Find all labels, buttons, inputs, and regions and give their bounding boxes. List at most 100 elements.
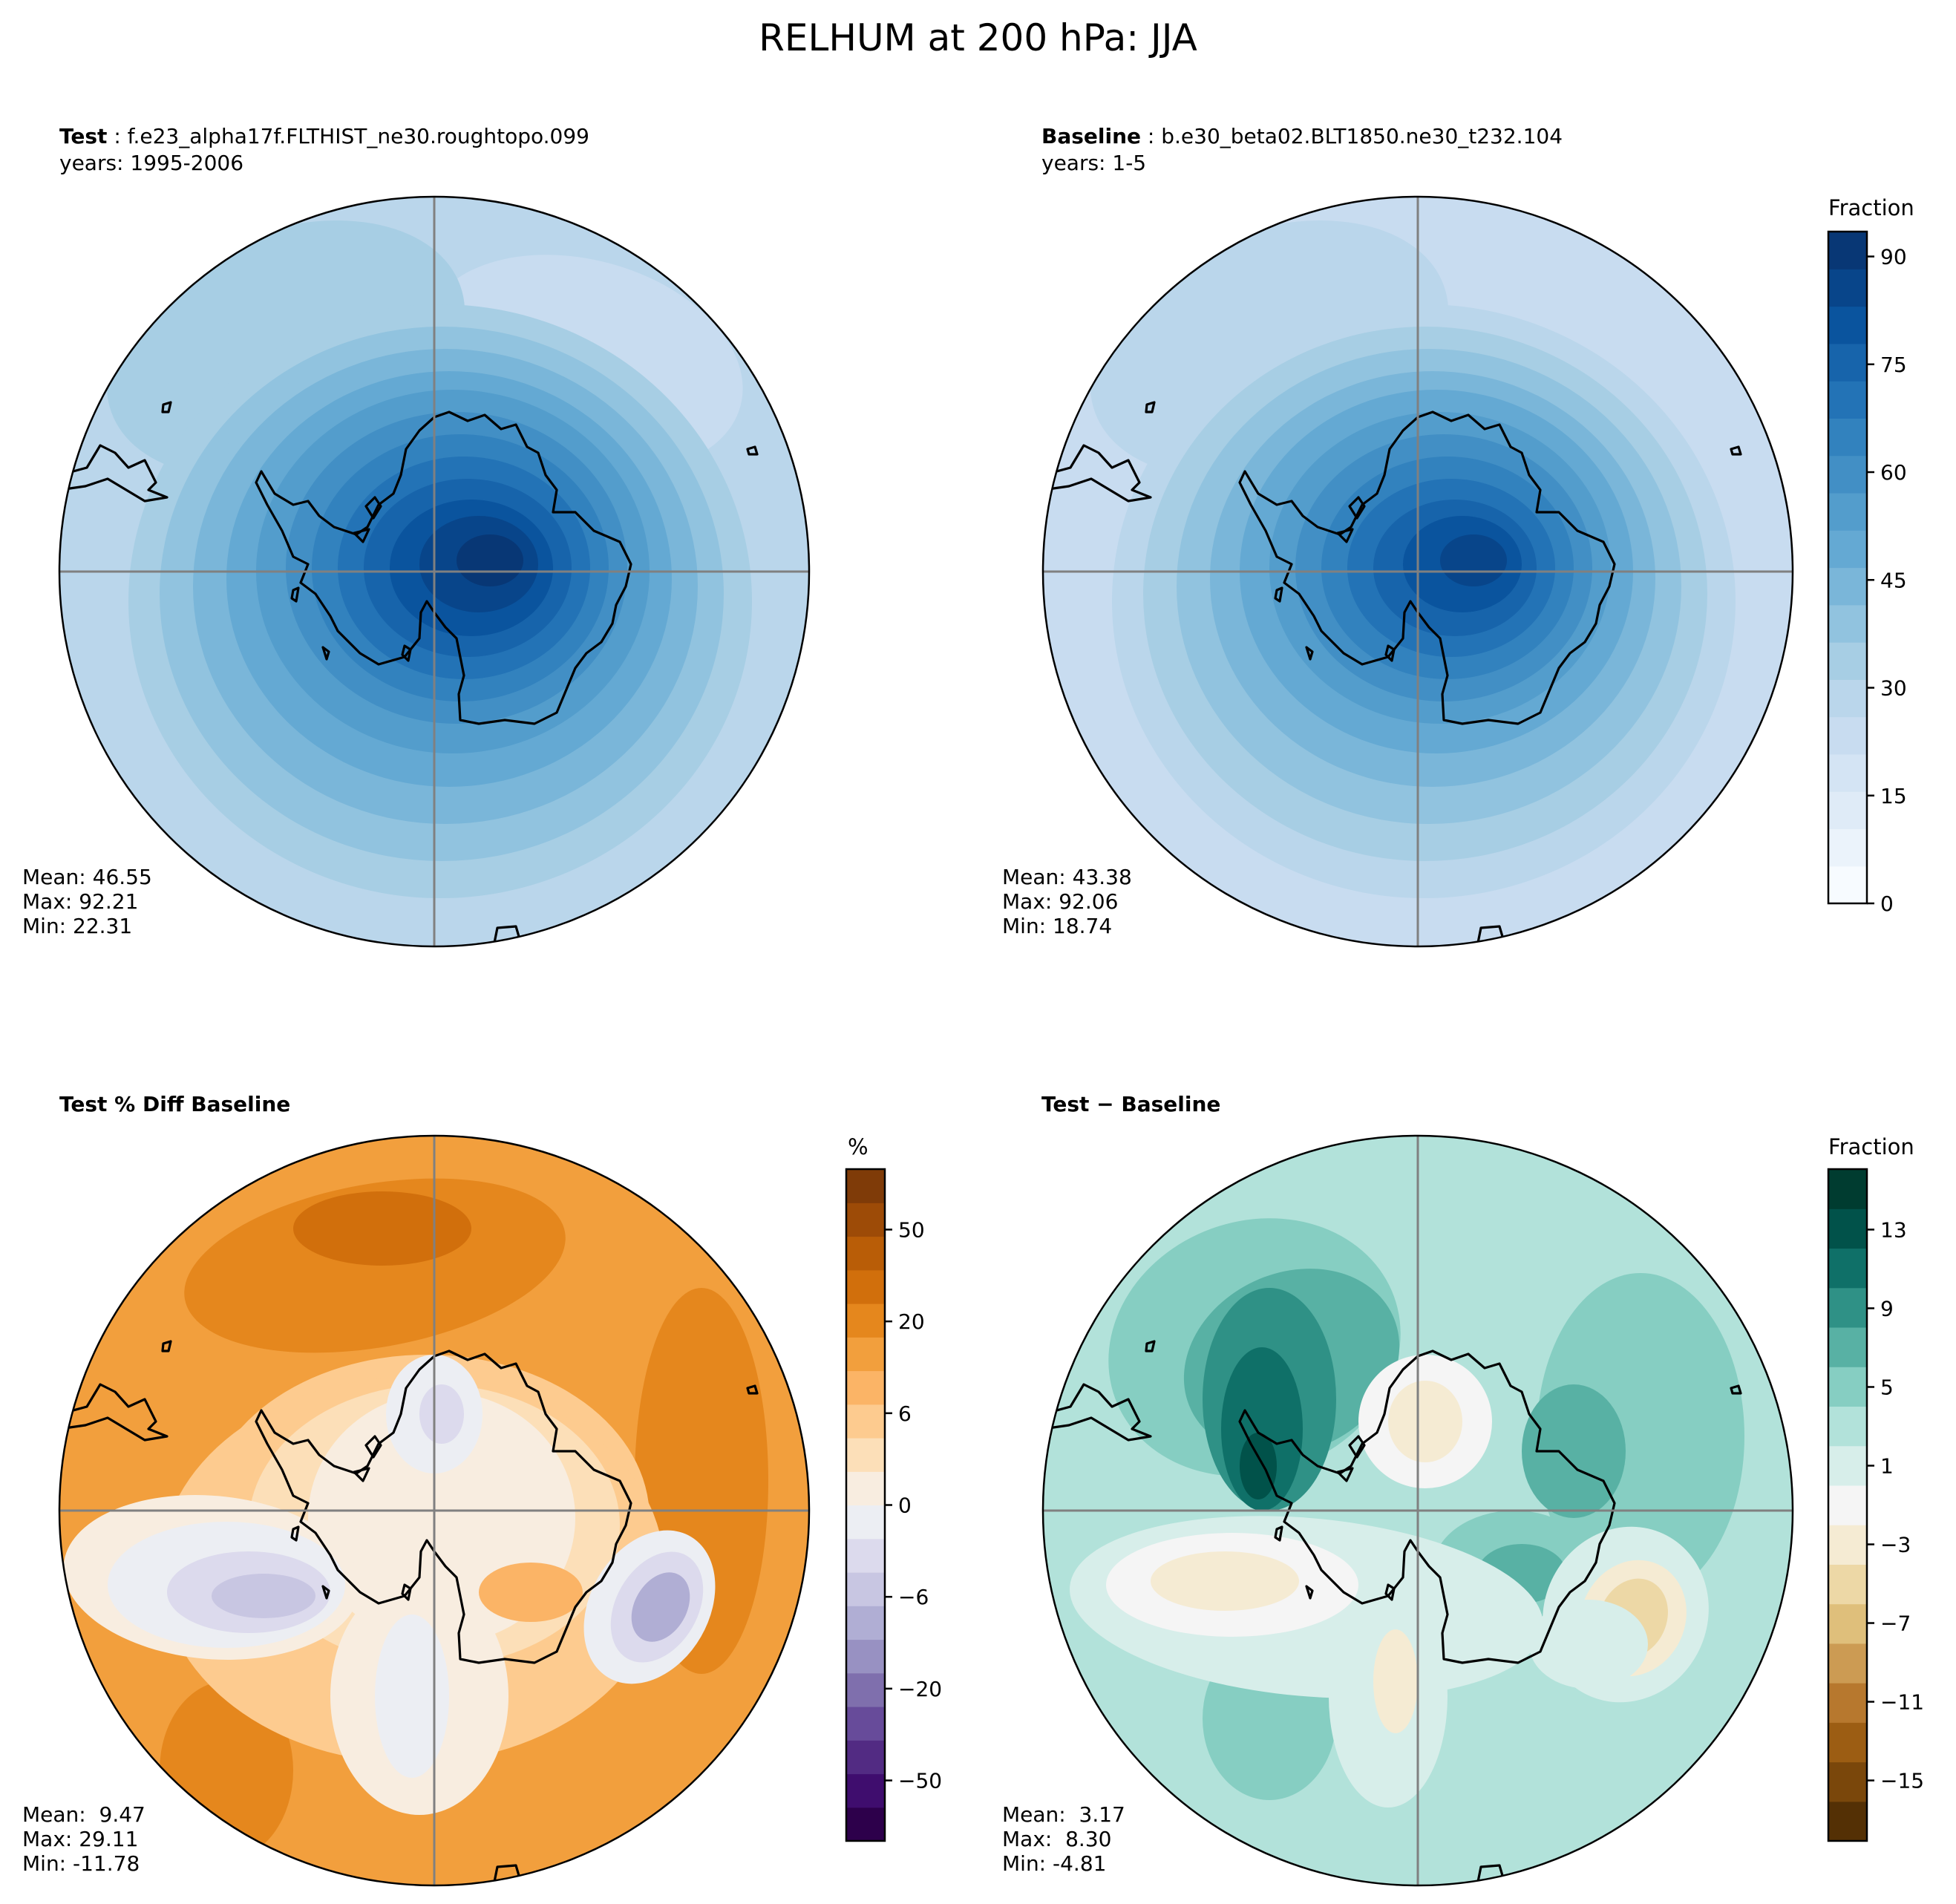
diff-contour-13 <box>1151 1551 1299 1611</box>
baseline-years: years: 1-5 <box>1041 151 1147 175</box>
diff-max: Max: 8.30 <box>1002 1827 1112 1851</box>
pctdiff-swatch-15 <box>846 1303 885 1338</box>
pctdiff-contour-15 <box>419 1384 464 1444</box>
diff-swatch-2 <box>1828 1722 1867 1763</box>
pctdiff-swatch-9 <box>846 1505 885 1540</box>
pctdiff-contour-2 <box>293 1191 471 1266</box>
diff-swatch-4 <box>1828 1643 1867 1684</box>
diff-contour-7 <box>1240 1433 1277 1499</box>
pctdiff-swatch-10 <box>846 1471 885 1506</box>
fields-swatch-6 <box>1828 642 1867 680</box>
diff-swatch-11 <box>1828 1367 1867 1407</box>
fields-swatch-14 <box>1828 343 1867 382</box>
pctdiff-swatch-19 <box>846 1169 885 1203</box>
pctdiff-tick-label-3: 0 <box>898 1494 912 1518</box>
fields-frame <box>1827 230 1868 905</box>
fields-tick-label-2: 30 <box>1880 676 1907 701</box>
baseline-mean: Mean: 43.38 <box>1002 865 1132 889</box>
diff-swatch-16 <box>1828 1169 1867 1209</box>
pctdiff-mean: Mean: 9.47 <box>22 1802 145 1827</box>
test-boundary <box>58 195 811 948</box>
fields-swatch-3 <box>1828 753 1867 792</box>
pctdiff-stats: Mean: 9.47 Max: 29.11 Min: -11.78 <box>22 1802 145 1876</box>
fields-swatch-7 <box>1828 604 1867 643</box>
diff-tick-label-0: 13 <box>1880 1217 1907 1242</box>
diff-swatch-13 <box>1828 1287 1867 1328</box>
diff-swatch-7 <box>1828 1525 1867 1565</box>
fields-swatch-17 <box>1828 232 1867 269</box>
diff-map <box>1041 1134 1794 1887</box>
pctdiff-max: Max: 29.11 <box>22 1827 139 1851</box>
diff-swatch-8 <box>1828 1485 1867 1525</box>
diff-swatch-6 <box>1828 1564 1867 1605</box>
fields-swatch-8 <box>1828 567 1867 606</box>
test-map <box>58 195 811 948</box>
pctdiff-tick-label-6: −50 <box>898 1769 942 1793</box>
test-stats: Mean: 46.55 Max: 92.21 Min: 22.31 <box>22 865 152 938</box>
fields-swatch-1 <box>1828 828 1867 867</box>
fields-swatch-15 <box>1828 306 1867 344</box>
pctdiff-swatch-11 <box>846 1438 885 1472</box>
diff-contour-17 <box>1388 1381 1462 1462</box>
fields-swatch-5 <box>1828 679 1867 718</box>
fields-tick-label-6: 90 <box>1880 245 1907 269</box>
fields-swatch-2 <box>1828 791 1867 830</box>
diff-swatch-3 <box>1828 1683 1867 1723</box>
diff-tick-label-2: 5 <box>1880 1375 1894 1399</box>
test-contour-14 <box>457 534 523 586</box>
pctdiff-swatch-12 <box>846 1404 885 1439</box>
pctdiff-map <box>58 1134 811 1887</box>
test-max: Max: 92.21 <box>22 889 139 914</box>
pctdiff-swatch-7 <box>846 1572 885 1606</box>
baseline-contour-14 <box>1440 534 1507 586</box>
diff-panel-title: Test − Baseline <box>1041 1091 1220 1118</box>
diff-swatch-14 <box>1828 1248 1867 1289</box>
pctdiff-tick-label-2: 6 <box>898 1401 912 1426</box>
diff-tick-label-6: −11 <box>1880 1690 1924 1715</box>
test-case-name: f.e23_alpha17f.FLTHIST_ne30.roughtopo.09… <box>127 124 589 148</box>
fields-swatch-4 <box>1828 716 1867 755</box>
pctdiff-tick-label-5: −20 <box>898 1677 942 1701</box>
pctdiff-swatch-14 <box>846 1337 885 1372</box>
diff-tick-label-5: −7 <box>1880 1612 1911 1636</box>
fields-swatch-13 <box>1828 381 1867 419</box>
diff-tick-label-3: 1 <box>1880 1453 1894 1478</box>
pctdiff-swatch-1 <box>846 1773 885 1808</box>
pctdiff-boundary <box>58 1134 811 1887</box>
pctdiff-contour-16 <box>375 1615 449 1778</box>
diff-colorbar: 13 9 5 1 −3 −7 −11 −15 <box>1827 1168 1924 1842</box>
baseline-panel-title: Baseline : b.e30_beta02.BLT1850.ne30_t23… <box>1041 123 1563 177</box>
fields-swatch-16 <box>1828 269 1867 307</box>
pctdiff-swatch-0 <box>846 1807 885 1842</box>
test-mean: Mean: 46.55 <box>22 865 152 889</box>
diff-swatch-12 <box>1828 1326 1867 1367</box>
fields-tick-label-0: 0 <box>1880 892 1894 916</box>
diff-stats: Mean: 3.17 Max: 8.30 Min: -4.81 <box>1002 1802 1125 1876</box>
pctdiff-tick-label-1: 20 <box>898 1309 925 1334</box>
fields-tick-label-5: 75 <box>1880 353 1907 377</box>
pctdiff-swatch-5 <box>846 1639 885 1674</box>
fields-tick-label-1: 15 <box>1880 784 1907 808</box>
fields-tick-label-4: 60 <box>1880 460 1907 485</box>
pctdiff-label: Test % Diff Baseline <box>59 1092 291 1116</box>
test-label: Test <box>59 124 108 148</box>
test-panel-title: Test : f.e23_alpha17f.FLTHIST_ne30.rough… <box>59 123 589 177</box>
pctdiff-contour-19 <box>631 1572 690 1642</box>
pctdiff-swatch-4 <box>846 1672 885 1707</box>
test-years: years: 1995-2006 <box>59 151 244 175</box>
baseline-map <box>1041 195 1794 948</box>
pctdiff-swatch-8 <box>846 1538 885 1573</box>
baseline-stats: Mean: 43.38 Max: 92.06 Min: 18.74 <box>1002 865 1132 938</box>
pctdiff-swatch-18 <box>846 1203 885 1237</box>
pctdiff-colorbar-label: % <box>848 1134 869 1159</box>
test-min: Min: 22.31 <box>22 914 133 938</box>
figure-title: RELHUM at 200 hPa: JJA <box>759 16 1197 59</box>
fields-colorbar-label: Fraction <box>1828 195 1914 220</box>
diff-swatch-10 <box>1828 1406 1867 1447</box>
pctdiff-swatch-3 <box>846 1707 885 1741</box>
pctdiff-min: Min: -11.78 <box>22 1851 140 1876</box>
fields-swatch-9 <box>1828 530 1867 569</box>
diff-contour-21 <box>1529 1600 1648 1689</box>
diff-swatch-5 <box>1828 1603 1867 1644</box>
